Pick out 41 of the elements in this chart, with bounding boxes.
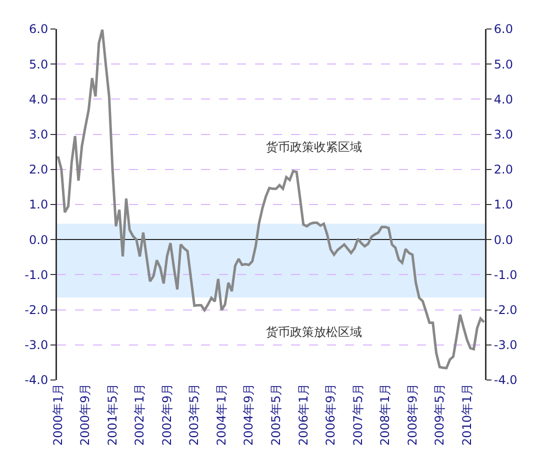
x-tick-label: 2000年1月 bbox=[50, 383, 65, 446]
y-tick-label: 5.0 bbox=[29, 57, 48, 72]
x-tick-label: 2002年9月 bbox=[160, 383, 174, 446]
y-tick-label: -3.0 bbox=[24, 338, 48, 352]
y2-tick-label: 4.0 bbox=[494, 92, 513, 106]
x-tick-label: 2009年5月 bbox=[432, 383, 447, 446]
y-tick-label: -1.0 bbox=[24, 268, 48, 282]
x-tick-label: 2003年5月 bbox=[187, 383, 202, 446]
y-tick-label: 6.0 bbox=[29, 22, 48, 36]
x-tick-label: 2007年5月 bbox=[350, 383, 365, 446]
annotation: 货币政策放松区域 bbox=[266, 325, 362, 339]
x-tick-label: 2006年1月 bbox=[296, 383, 310, 446]
y-tick-label: 4.0 bbox=[29, 92, 48, 106]
y2-tick-label: 5.0 bbox=[494, 57, 513, 72]
y2-tick-label: -1.0 bbox=[494, 268, 518, 282]
x-tick-label: 2000年9月 bbox=[78, 383, 92, 446]
y-tick-label: 2.0 bbox=[29, 162, 48, 177]
x-tick-label: 2004年9月 bbox=[242, 383, 256, 446]
y2-tick-label: 1.0 bbox=[494, 198, 513, 212]
x-tick-label: 2002年1月 bbox=[132, 383, 147, 446]
x-tick-label: 2006年9月 bbox=[324, 383, 338, 446]
y2-tick-label: -4.0 bbox=[494, 373, 518, 388]
y-tick-label: -4.0 bbox=[24, 373, 48, 388]
x-tick-label: 2008年9月 bbox=[405, 383, 420, 446]
y2-tick-label: 2.0 bbox=[494, 162, 513, 177]
x-tick-label: 2008年1月 bbox=[378, 383, 392, 446]
x-tick-label: 2004年1月 bbox=[214, 383, 228, 446]
y-tick-label: 0.0 bbox=[29, 232, 48, 247]
line-series bbox=[57, 29, 485, 370]
y2-tick-label: -3.0 bbox=[494, 338, 518, 352]
annotation: 货币政策收紧区域 bbox=[266, 140, 362, 154]
y2-tick-label: 6.0 bbox=[494, 22, 513, 36]
y2-tick-label: -2.0 bbox=[494, 303, 518, 317]
y-tick-label: 3.0 bbox=[29, 128, 48, 142]
x-tick-label: 2010年1月 bbox=[460, 383, 474, 446]
y2-tick-label: 0.0 bbox=[494, 232, 513, 247]
y-tick-label: 1.0 bbox=[29, 198, 48, 212]
x-tick-label: 2005年5月 bbox=[269, 383, 284, 446]
y-tick-label: -2.0 bbox=[24, 303, 48, 317]
y2-tick-label: 3.0 bbox=[494, 128, 513, 142]
x-tick-label: 2001年5月 bbox=[105, 383, 120, 446]
